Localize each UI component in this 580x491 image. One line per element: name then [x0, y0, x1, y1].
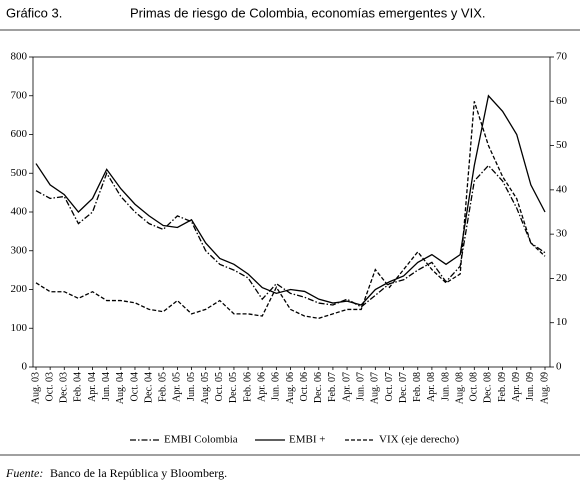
x-tick-label: Aug. 03: [30, 372, 41, 404]
y2-tick-label: 40: [556, 183, 568, 195]
x-tick-label: Feb. 08: [412, 372, 423, 402]
y2-tick-label: 30: [556, 228, 568, 240]
x-tick-label: Oct. 08: [469, 372, 480, 401]
x-tick-label: Aug. 08: [454, 372, 465, 404]
series-line: [35, 94, 546, 306]
chart-title: Primas de riesgo de Colombia, economías …: [130, 5, 486, 20]
y-tick-label: 300: [11, 244, 28, 256]
x-tick-label: Dec. 08: [483, 372, 494, 403]
source-label: Fuente:: [5, 466, 43, 480]
y-tick-label: 100: [11, 322, 28, 334]
x-tick-label: Feb. 05: [158, 372, 169, 402]
x-tick-label: Jun. 07: [355, 372, 366, 401]
y-tick-label: 600: [11, 128, 28, 140]
x-tick-label: Dec. 05: [228, 372, 239, 403]
legend-label: EMBI +: [289, 434, 325, 446]
x-tick-label: Dec. 03: [59, 372, 70, 403]
y2-tick-label: 70: [556, 51, 568, 63]
y2-tick-label: 0: [556, 361, 562, 373]
x-tick-label: Aug. 06: [285, 372, 296, 404]
x-tick-label: Feb. 04: [73, 372, 84, 402]
x-tick-label: Oct. 07: [384, 372, 395, 401]
x-tick-label: Jun. 05: [186, 372, 197, 401]
x-tick-label: Jun. 04: [101, 372, 112, 401]
y-tick-label: 700: [11, 89, 28, 101]
y-tick-label: 800: [11, 51, 28, 63]
plot-frame: [32, 56, 551, 368]
source: Banco de la República y Bloomberg.: [50, 466, 227, 480]
x-tick-label: Oct. 05: [214, 372, 225, 401]
x-tick-label: Apr. 04: [87, 372, 98, 402]
series-line: [35, 101, 546, 319]
y2-tick-label: 50: [556, 139, 568, 151]
x-tick-label: Dec. 06: [313, 372, 324, 403]
x-tick-label: Apr. 08: [426, 372, 437, 402]
x-tick-label: Jun. 08: [440, 372, 451, 401]
x-tick-label: Feb. 09: [497, 372, 508, 402]
x-tick-label: Oct. 04: [129, 372, 140, 401]
x-tick-label: Dec. 04: [143, 372, 154, 403]
x-tick-label: Oct. 03: [44, 372, 55, 401]
x-tick-label: Jun. 09: [525, 372, 536, 401]
x-tick-label: Dec. 07: [398, 372, 409, 403]
x-tick-label: Apr. 07: [341, 372, 352, 402]
x-tick-label: Apr. 06: [257, 372, 268, 402]
x-tick-label: Apr. 09: [511, 372, 522, 402]
x-tick-label: Aug. 05: [200, 372, 211, 404]
x-tick-label: Feb. 06: [242, 372, 253, 402]
figure-label: Gráfico 3.: [6, 5, 62, 20]
x-tick-label: Feb. 07: [327, 372, 338, 402]
series-line: [35, 164, 546, 308]
y2-tick-label: 60: [556, 95, 568, 107]
y-tick-label: 400: [11, 206, 28, 218]
x-tick-label: Jun. 06: [271, 372, 282, 401]
y2-tick-label: 20: [556, 272, 568, 284]
x-tick-label: Aug. 04: [115, 372, 126, 404]
y2-tick-label: 10: [556, 316, 568, 328]
x-tick-label: Aug. 07: [370, 372, 381, 404]
x-tick-label: Apr. 05: [172, 372, 183, 402]
y-tick-label: 200: [11, 283, 28, 295]
y-tick-label: 500: [11, 167, 28, 179]
legend-label: EMBI Colombia: [164, 434, 238, 446]
x-tick-label: Oct. 06: [299, 372, 310, 401]
legend-label: VIX (eje derecho): [379, 434, 459, 446]
y-tick-label: 0: [22, 361, 28, 373]
x-tick-label: Aug. 09: [539, 372, 550, 404]
